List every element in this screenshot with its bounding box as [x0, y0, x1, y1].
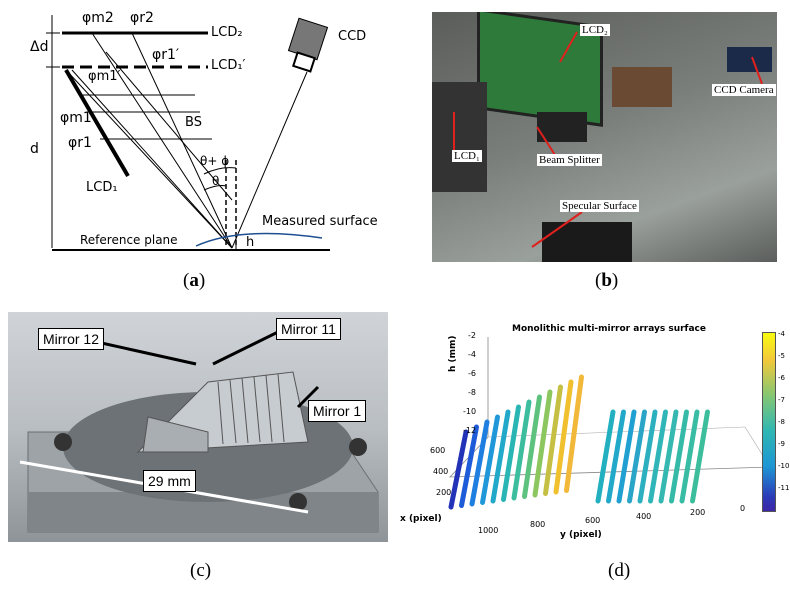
mirror-stripe [564, 374, 584, 493]
label-measured-surface: Measured surface [262, 214, 378, 229]
label-beam-splitter: Beam Splitter [537, 154, 602, 166]
label-mirror12: Mirror 12 [38, 328, 105, 350]
x-tick-1: 400 [433, 467, 449, 476]
label-phi-m2: φm2 [82, 10, 114, 26]
x-tick-3: 1000 [478, 526, 499, 535]
mirror-array-photo: Mirror 12 Mirror 11 Mirror 1 29 mm [8, 312, 388, 542]
label-phi-m1: φm1 [60, 110, 92, 126]
mirror-stripe [595, 409, 616, 504]
mirror-stripe [459, 424, 479, 508]
cbar-tick-6: -10 [778, 462, 790, 470]
z-tick-4: -10 [463, 407, 477, 416]
caption-b: (b) [595, 270, 619, 291]
cbar-tick-5: -9 [778, 440, 785, 448]
mirror-stripe [448, 429, 469, 510]
caption-a: (a) [183, 270, 206, 291]
label-phi-m1p: φm1′ [88, 69, 121, 84]
ccd-camera-icon [287, 17, 329, 73]
label-d: d [30, 141, 39, 157]
label-theta-phi: θ+ ϕ [200, 154, 230, 168]
label-lcd2-photo: LCD₂ [580, 24, 610, 36]
y-tick-1: 600 [585, 516, 601, 525]
x-tick-2: 200 [436, 488, 452, 497]
mirror-stripe [543, 384, 563, 496]
cbar-tick-0: -4 [778, 330, 785, 338]
mirror-stripe [511, 399, 532, 501]
z-tick-3: -8 [468, 388, 476, 397]
label-lcd1-photo: LCD₁ [452, 150, 482, 162]
x-tick-0: 600 [430, 446, 446, 455]
chart-title: Monolithic multi-mirror arrays surface [512, 324, 706, 334]
mirror-stripe [469, 419, 490, 507]
label-specular-surface: Specular Surface [560, 200, 639, 212]
label-ccd-camera: CCD Camera [712, 84, 776, 96]
label-phi-r1p: φr1′ [152, 47, 180, 63]
label-phi-r2: φr2 [130, 10, 154, 26]
panel-d: Monolithic multi-mirror arrays surface -… [400, 312, 790, 592]
ccd-camera [727, 47, 772, 72]
mirror-stripe [679, 409, 700, 504]
y-tick-0: 800 [530, 520, 546, 529]
label-mirror11: Mirror 11 [276, 318, 341, 340]
label-29mm: 29 mm [143, 470, 196, 492]
caption-d: (d) [608, 560, 631, 581]
setup-photo: LCD₂ CCD Camera LCD₁ Beam Splitter Specu… [432, 12, 777, 262]
mirror-stripe [669, 409, 689, 504]
mirror-stripe [490, 409, 511, 504]
schematic-diagram [46, 15, 330, 251]
z-tick-5: -12 [463, 426, 477, 435]
surface-plot [448, 337, 771, 510]
label-theta: θ [212, 174, 220, 188]
z-axis-label: h (mm) [448, 335, 458, 372]
x-axis-label: x (pixel) [400, 514, 442, 524]
cbar-tick-1: -5 [778, 352, 785, 360]
mirror-stripe [648, 409, 668, 504]
label-reference-plane: Reference plane [80, 233, 178, 247]
cbar-tick-3: -7 [778, 396, 785, 404]
y-tick-3: 200 [690, 508, 706, 517]
mirror-stripe [522, 394, 542, 499]
y-axis-label: y (pixel) [560, 530, 602, 540]
label-delta-d: Δd [30, 39, 49, 55]
mirror-stripe [616, 409, 637, 504]
z-tick-2: -6 [468, 369, 476, 378]
caption-c: (c) [190, 560, 212, 581]
mirror-stripe [637, 409, 658, 504]
mirror-stripe [501, 404, 521, 502]
panel-a: φm2 φr2 Δd LCD₂ φr1′ LCD₁′ φm1′ CCD φm1 … [0, 0, 395, 300]
label-h: h [246, 235, 255, 250]
cbar-tick-4: -8 [778, 418, 785, 426]
mirror-stripe [606, 409, 626, 504]
label-lcd2: LCD₂ [211, 25, 243, 40]
label-bs: BS [185, 115, 202, 130]
label-lcd1p: LCD₁′ [211, 58, 246, 73]
mirror-stripe [690, 409, 710, 504]
mirror-stripe [658, 409, 679, 504]
label-ccd: CCD [338, 29, 367, 44]
mirror-stripe [627, 409, 647, 504]
cbar-tick-2: -6 [778, 374, 785, 382]
colorbar [762, 332, 776, 512]
z-tick-0: -2 [468, 331, 476, 340]
label-phi-r1: φr1 [68, 135, 92, 151]
label-mirror1: Mirror 1 [308, 400, 367, 422]
y-tick-4: 0 [740, 504, 746, 513]
mirror-stripe [532, 389, 553, 498]
panel-b: LCD₂ CCD Camera LCD₁ Beam Splitter Specu… [432, 12, 777, 302]
mirror-stripe [480, 414, 500, 505]
lcd1-panel [432, 82, 487, 192]
cbar-tick-7: -11 [778, 484, 790, 492]
label-lcd1: LCD₁ [86, 180, 118, 195]
mirror-stripe [553, 379, 574, 495]
y-tick-2: 400 [636, 512, 652, 521]
z-tick-1: -4 [468, 350, 476, 359]
panel-c: Mirror 12 Mirror 11 Mirror 1 29 mm (c) [8, 312, 388, 592]
